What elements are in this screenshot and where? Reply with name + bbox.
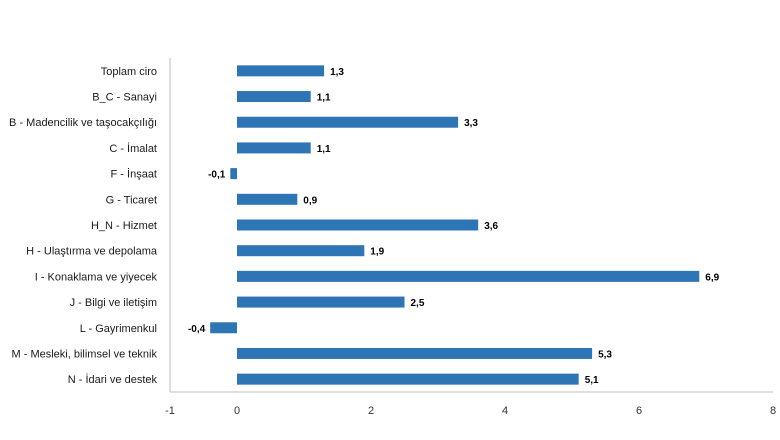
category-label: L - Gayrimenkul	[80, 323, 157, 335]
category-label: I - Konaklama ve yiyecek	[35, 271, 158, 283]
bar	[237, 219, 479, 231]
category-label: G - Ticaret	[106, 194, 157, 206]
category-label: Toplam ciro	[101, 66, 157, 78]
data-label: 5,3	[598, 349, 612, 360]
x-tick-label: 2	[368, 405, 374, 417]
x-tick-labels: -1 0 2 4 6 8	[165, 405, 776, 417]
data-label: 0,9	[303, 195, 317, 206]
category-label: H_N - Hizmet	[91, 220, 157, 232]
bar	[237, 91, 311, 103]
category-label: C - İmalat	[109, 142, 157, 155]
bar	[237, 270, 700, 282]
bar	[237, 296, 405, 308]
bar	[237, 116, 459, 128]
data-label: 3,6	[484, 221, 498, 232]
category-label: B_C - Sanayi	[92, 92, 157, 104]
category-label: N - İdari ve destek	[68, 373, 158, 386]
category-label: H - Ulaştırma ve depolama	[26, 246, 158, 258]
data-label: 1,3	[330, 67, 344, 78]
x-tick-label: 4	[502, 405, 508, 417]
data-label: 3,3	[464, 118, 478, 129]
bar	[237, 373, 579, 385]
bar	[237, 65, 325, 77]
x-tick-label: 8	[770, 405, 776, 417]
bar	[237, 193, 298, 205]
category-label: M - Mesleki, bilimsel ve teknik	[12, 348, 158, 360]
data-label: 5,1	[585, 375, 599, 386]
bars	[210, 65, 700, 385]
data-label: -0,1	[208, 170, 226, 181]
category-label: B - Madencilik ve taşocakçılığı	[9, 117, 157, 129]
bar	[237, 347, 593, 359]
data-label: -0,4	[188, 324, 206, 335]
data-label: 1,1	[317, 144, 331, 155]
category-labels: Toplam ciro B_C - Sanayi B - Madencilik ve…	[9, 66, 158, 386]
category-label: J - Bilgi ve iletişim	[70, 297, 157, 309]
category-label: F - İnşaat	[111, 168, 157, 181]
data-label: 1,1	[317, 93, 331, 104]
x-tick-label: -1	[165, 405, 175, 417]
bar	[210, 322, 237, 334]
data-labels: 1,3 1,1 3,3 1,1 -0,1 0,9 3,6 1,9 6,9 2,5 -0,4 5,3 5,…	[188, 67, 720, 386]
bar	[230, 168, 237, 180]
x-tick-label: 0	[234, 405, 240, 417]
bar	[237, 245, 365, 257]
bar	[237, 142, 311, 154]
x-tick-label: 6	[636, 405, 642, 417]
data-label: 1,9	[370, 247, 384, 258]
data-label: 2,5	[411, 298, 425, 309]
data-label: 6,9	[705, 272, 719, 283]
